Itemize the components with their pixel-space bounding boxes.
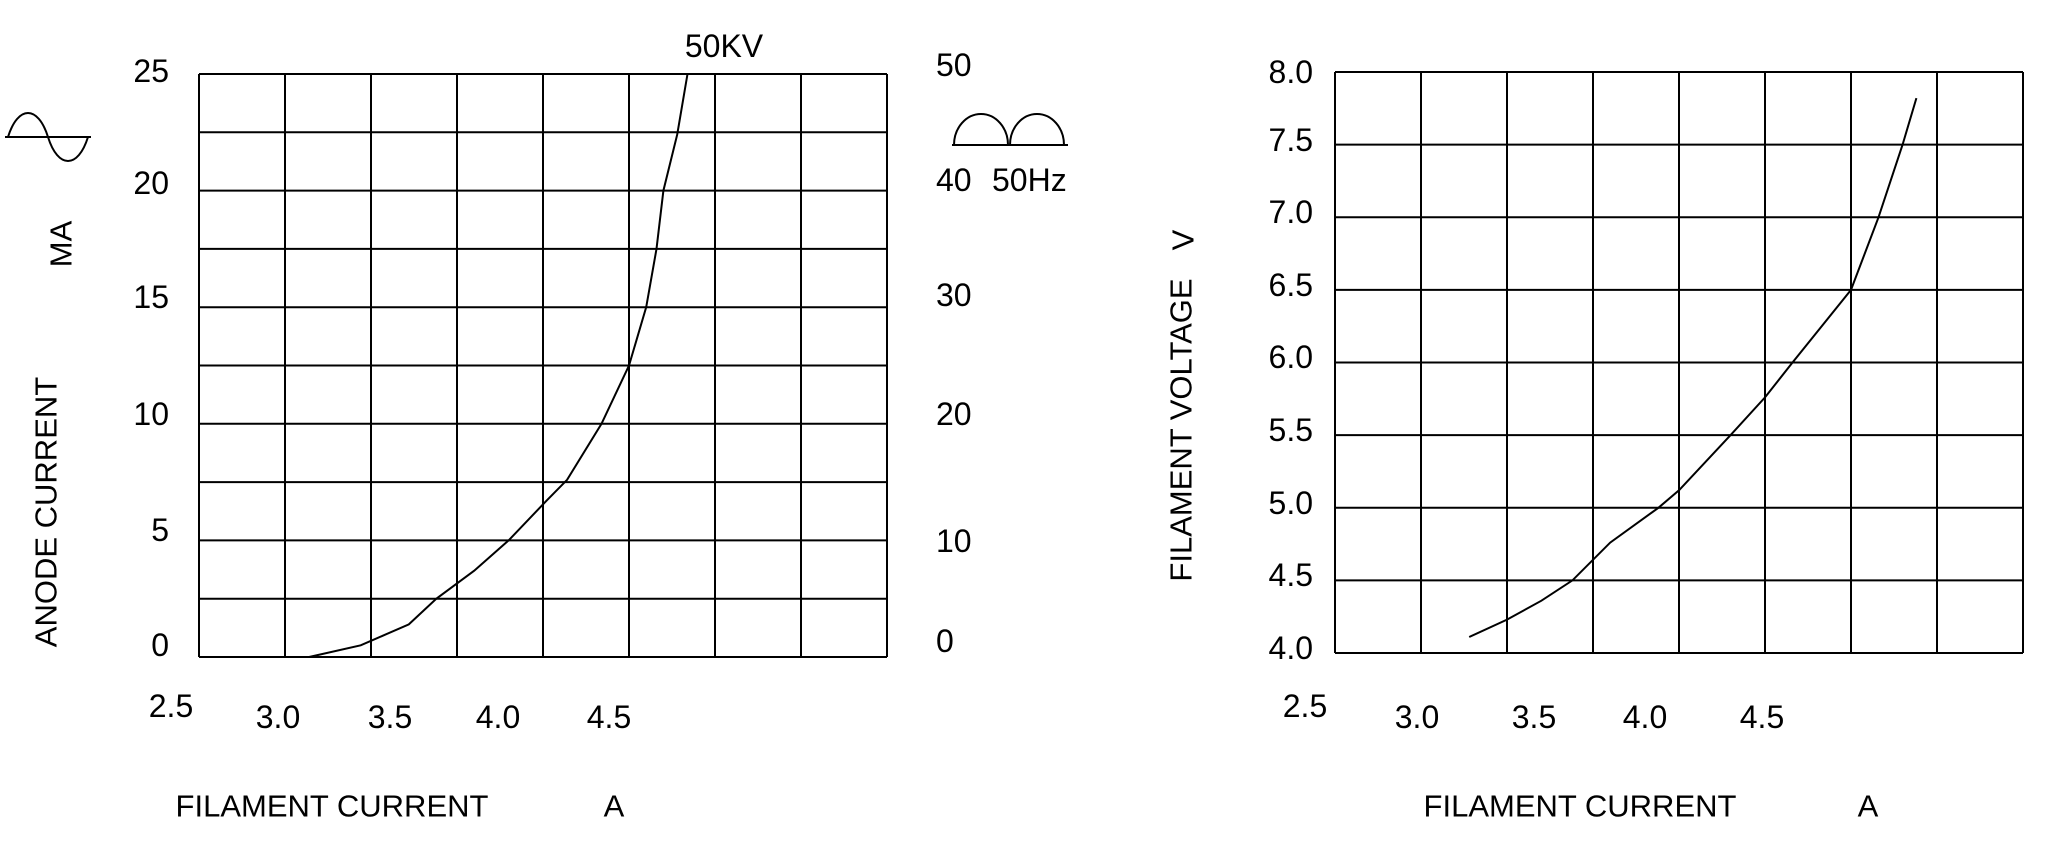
anode-y2-tick-label: 30: [936, 277, 972, 313]
anode-y-tick-label: 5: [151, 512, 169, 548]
voltage-y-tick-label: 7.0: [1268, 194, 1313, 230]
voltage-x-tick-label: 3.5: [1511, 699, 1557, 735]
voltage-chart-grid: [1334, 71, 2024, 654]
sine-wave-icon: [5, 112, 91, 162]
anode-y-tick-label: 15: [133, 279, 169, 315]
anode-y-tick-label: 0: [151, 627, 169, 663]
voltage-y-axis-title: FILAMENT VOLTAGE: [1163, 278, 1199, 582]
voltage-y-tick-label: 7.5: [1268, 122, 1313, 158]
series-curve: [1468, 97, 1918, 638]
anode-x-tick-label: 4.0: [475, 699, 521, 735]
anode-x-tick-label: 3.0: [255, 699, 301, 735]
anode-y2-tick-label: 10: [936, 523, 972, 559]
voltage-x-tick-label: 4.5: [1739, 699, 1785, 735]
anode-chart-annotation-50hz: 50Hz: [992, 162, 1067, 198]
voltage-x-tick-label: 2.5: [1282, 688, 1328, 724]
anode-chart-grid: [198, 73, 888, 658]
anode-y-tick-label: 20: [133, 165, 169, 201]
anode-y-tick-label: 10: [133, 396, 169, 432]
anode-y-axis-title: ANODE CURRENT: [28, 376, 64, 648]
full-wave-rectified-icon: [952, 113, 1068, 146]
anode-y2-tick-label: 50: [936, 47, 972, 83]
filament-voltage-curve: [1468, 97, 1918, 638]
anode-x-tick-label: 3.5: [367, 699, 413, 735]
voltage-y-tick-label: 5.0: [1268, 485, 1313, 521]
anode-y2-tick-label: 0: [936, 623, 954, 659]
anode-x-axis-title: FILAMENT CURRENT: [175, 788, 489, 824]
series-curve: [308, 73, 689, 658]
anode-y2-tick-label: 20: [936, 396, 972, 432]
voltage-y-tick-label: 5.5: [1268, 412, 1313, 448]
anode-current-curve: [308, 73, 689, 658]
voltage-x-tick-label: 3.0: [1394, 699, 1440, 735]
voltage-y-tick-label: 4.0: [1268, 630, 1313, 666]
anode-chart-annotation-50kv: 50KV: [684, 28, 764, 64]
anode-y-tick-label: 25: [133, 53, 169, 89]
voltage-x-axis-title: FILAMENT CURRENT: [1423, 788, 1737, 824]
voltage-x-axis-unit: A: [1857, 788, 1879, 824]
voltage-y-tick-label: 6.0: [1268, 339, 1313, 375]
anode-x-axis-unit: A: [603, 788, 625, 824]
anode-x-tick-label: 2.5: [148, 688, 194, 724]
anode-x-tick-label: 4.5: [586, 699, 632, 735]
anode-y2-tick-label: 40: [936, 162, 972, 198]
voltage-y-tick-label: 6.5: [1268, 267, 1313, 303]
voltage-y-axis-unit: V: [1165, 229, 1201, 251]
anode-y-axis-unit: MA: [43, 220, 79, 268]
voltage-x-tick-label: 4.0: [1622, 699, 1668, 735]
voltage-y-tick-label: 4.5: [1268, 557, 1313, 593]
voltage-y-tick-label: 8.0: [1268, 54, 1313, 90]
